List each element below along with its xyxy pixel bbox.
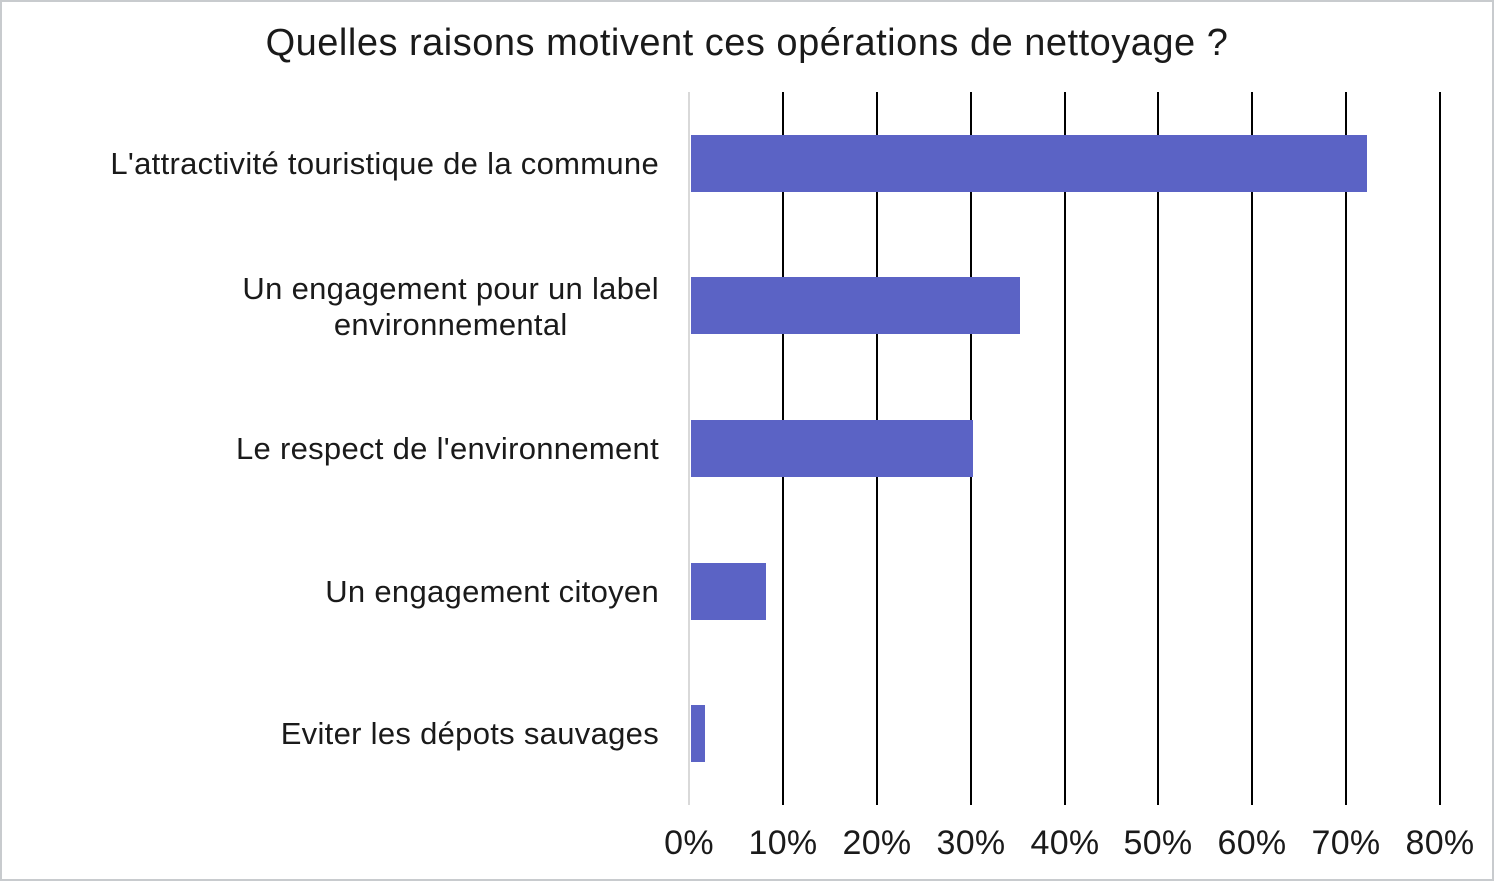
- chart-title: Quelles raisons motivent ces opérations …: [265, 22, 1229, 64]
- bar-0: [691, 135, 1367, 192]
- gridline-70%: [1345, 92, 1347, 805]
- category-label-text: Eviter les dépots sauvages: [280, 715, 659, 751]
- category-label-text: Un engagement pour un label environnement…: [242, 270, 659, 342]
- plot-area: [688, 92, 1441, 805]
- x-axis-tick-label: 70%: [1311, 824, 1381, 862]
- x-axis-tick-label: 20%: [842, 824, 912, 862]
- category-label-text: Un engagement citoyen: [325, 573, 659, 609]
- x-axis-tick-label: 30%: [936, 824, 1006, 862]
- category-label: L'attractivité touristique de la commune: [2, 92, 659, 235]
- x-axis-tick-label: 10%: [748, 824, 818, 862]
- category-label: Un engagement citoyen: [2, 520, 659, 663]
- bar-2: [691, 420, 973, 477]
- x-axis-tick-label: 0%: [664, 824, 714, 862]
- category-label-text: Le respect de l'environnement: [235, 430, 659, 466]
- x-axis-tick-label: 50%: [1123, 824, 1193, 862]
- category-label: Eviter les dépots sauvages: [2, 662, 659, 805]
- bar-4: [691, 705, 705, 762]
- gridline-50%: [1157, 92, 1159, 805]
- x-axis-tick-label: 60%: [1217, 824, 1287, 862]
- bar-3: [691, 563, 766, 620]
- value-axis-zero-line: [688, 92, 690, 805]
- gridline-80%: [1439, 92, 1441, 805]
- category-label: Un engagement pour un label environnement…: [2, 235, 659, 378]
- x-axis-tick-label: 40%: [1030, 824, 1100, 862]
- category-label: Le respect de l'environnement: [2, 377, 659, 520]
- gridline-40%: [1064, 92, 1066, 805]
- gridline-60%: [1251, 92, 1253, 805]
- category-label-text: L'attractivité touristique de la commune: [110, 145, 659, 181]
- x-axis-tick-label: 80%: [1405, 824, 1475, 862]
- bar-1: [691, 277, 1020, 334]
